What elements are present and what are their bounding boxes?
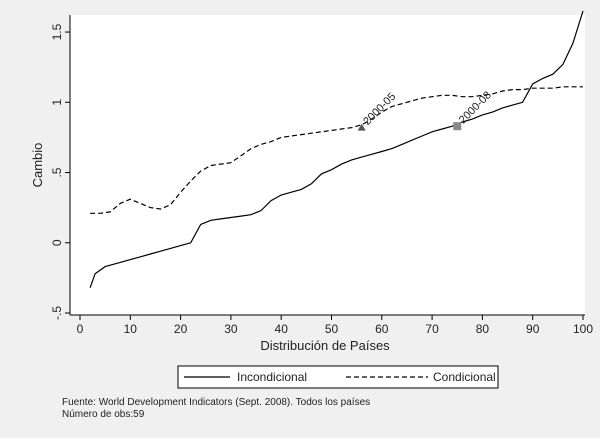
x-tick-label: 40	[275, 322, 289, 336]
annotation-marker	[357, 123, 366, 131]
series-group	[89, 10, 584, 288]
x-tick-label: 10	[124, 322, 138, 336]
legend-label-condicional: Condicional	[433, 370, 496, 384]
x-axis-title: Distribución de Países	[260, 338, 390, 353]
y-tick-label: .5	[50, 167, 64, 177]
axes: 0 10 20 30 40 50 60 70 80 90 100 -.5 0 .5 1 1.5	[50, 15, 593, 336]
series-line-incondicional	[89, 10, 584, 288]
x-tick-label: 90	[526, 322, 540, 336]
footnote-obs: Número de obs:59	[62, 409, 145, 420]
x-tick-label: 0	[77, 322, 84, 336]
legend-label-incondicional: Incondicional	[237, 370, 307, 384]
x-tick-label: 100	[573, 322, 593, 336]
legend-box	[177, 365, 499, 389]
y-tick-label: -.5	[50, 306, 64, 320]
x-tick-label: 20	[174, 322, 188, 336]
x-tick-label: 30	[224, 322, 238, 336]
x-tick-label: 70	[425, 322, 439, 336]
y-tick-label: 0	[50, 239, 64, 246]
x-tick-label: 60	[375, 322, 389, 336]
series-line-condicional	[90, 86, 583, 214]
legend: Incondicional Condicional	[177, 365, 499, 389]
y-axis-title: Cambio	[30, 143, 45, 188]
y-tick-label: 1.5	[50, 23, 64, 40]
x-tick-label: 50	[325, 322, 339, 336]
y-tick-label: 1	[50, 99, 64, 106]
plot-area	[70, 15, 585, 315]
x-tick-label: 80	[476, 322, 490, 336]
annotation-marker	[453, 122, 462, 131]
footnote-source: Fuente: World Development Indicators (Se…	[62, 397, 371, 408]
